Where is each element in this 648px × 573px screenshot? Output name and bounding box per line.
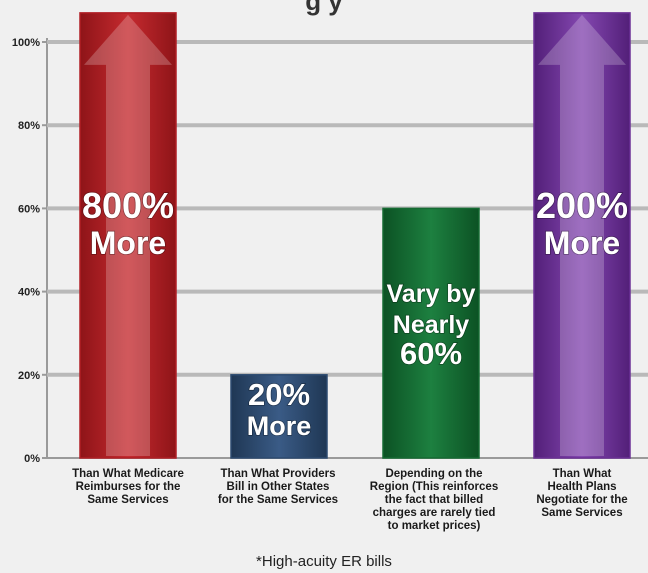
bar-rect-0 [79,12,177,459]
bar-3 [533,12,631,459]
bar-arrow-highlight-3 [538,14,626,456]
bar-0 [79,12,177,459]
bar-label-0-0: 800% [82,185,174,226]
x-category-label-0: Than What Medicare Reimburses for the Sa… [72,468,184,506]
bar-label-0-1: More [90,225,166,261]
bar-arrow-highlight-0 [84,14,172,456]
bar-label-3-0: 200% [536,185,628,226]
x-category-label-3: Than What Health Plans Negotiate for the… [536,468,628,519]
y-tick-label-20: 20% [18,370,40,382]
bar-label-2-1: Nearly [393,311,470,339]
x-category-label-1: Than What Providers Bill in Other States… [217,468,339,506]
bar-rect-1 [230,374,328,459]
bar-2 [382,207,480,459]
y-tick-label-40: 40% [18,287,40,299]
bar-1 [230,374,328,459]
y-tick-label-100: 100% [12,37,40,49]
bar-label-2-2: 60% [400,336,462,371]
y-tick-label-60: 60% [18,203,40,215]
bar-rect-3 [533,12,631,459]
bar-label-3-1: More [544,225,620,261]
footnote: *High-acuity ER bills [256,553,392,570]
x-category-label-2: Depending on the Region (This reinforces… [369,468,499,532]
chart-title-fragment: g y [305,0,343,16]
bar-label-1-1: More [247,411,312,441]
bar-label-2-0: Vary by [387,280,476,308]
y-tick-label-80: 80% [18,120,40,132]
bar-label-1-0: 20% [248,377,310,412]
bar-rect-2 [382,207,480,459]
y-tick-label-0: 0% [24,453,40,465]
